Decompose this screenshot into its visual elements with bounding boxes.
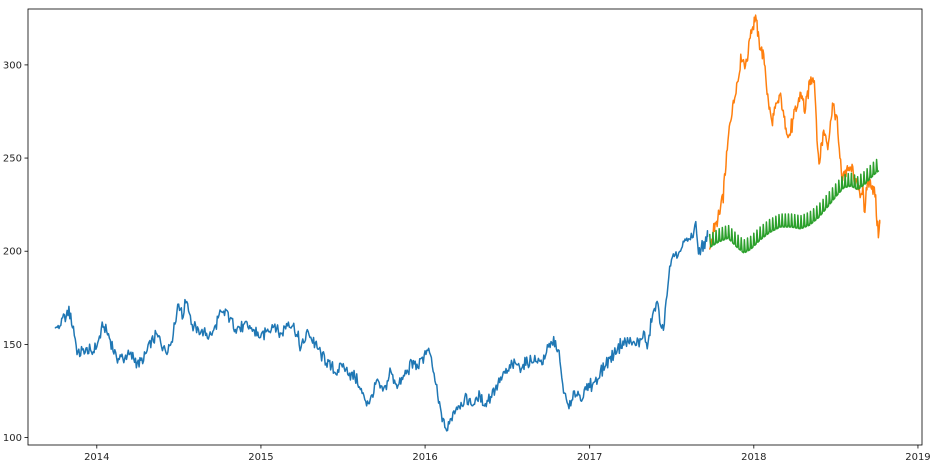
x-axis: 2014 2015 2016 2017 2018 2019: [84, 445, 931, 463]
x-tick-label: 2015: [248, 452, 273, 463]
series-line-3: [708, 158, 880, 254]
y-tick-label: 200: [3, 247, 22, 258]
axes-frame: [27, 8, 923, 446]
y-axis: 100 150 200 250 300: [3, 60, 28, 444]
y-tick-label: 250: [3, 154, 22, 165]
x-tick-label: 2019: [905, 452, 930, 463]
series-layer: [54, 14, 881, 432]
x-tick-label: 2014: [84, 452, 109, 463]
series-line-2: [708, 14, 881, 250]
x-tick-label: 2016: [412, 452, 437, 463]
x-tick-label: 2017: [577, 452, 602, 463]
y-tick-label: 150: [3, 340, 22, 351]
y-tick-label: 300: [3, 60, 22, 71]
x-tick-label: 2018: [741, 452, 766, 463]
series-line-1: [54, 220, 709, 432]
y-tick-label: 100: [3, 433, 22, 444]
